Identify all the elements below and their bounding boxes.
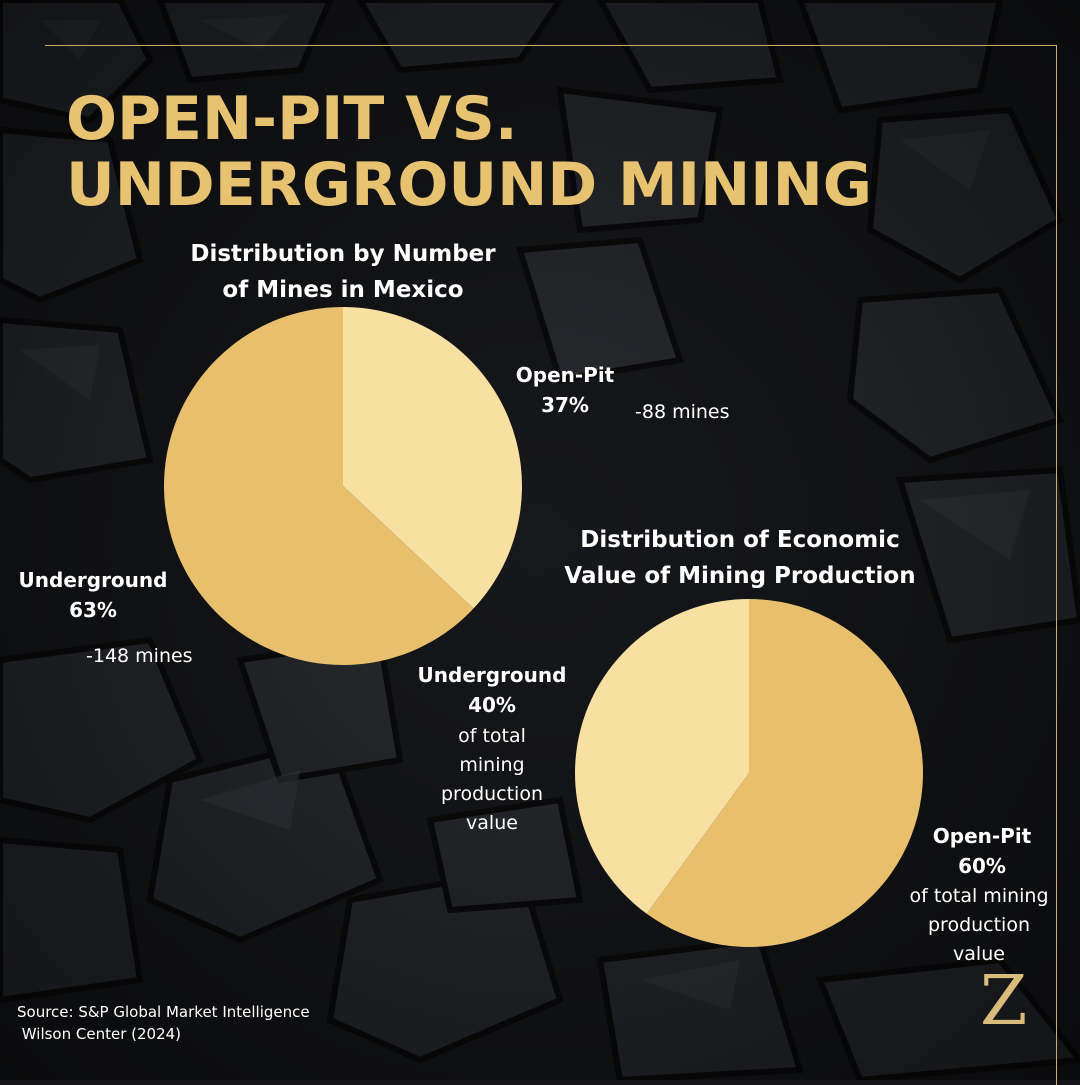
chart-1-pie: [163, 307, 522, 665]
slice-percent: 60%: [958, 854, 1006, 878]
source-note: Source: S&P Global Market Intelligence W…: [17, 1001, 310, 1045]
slice-label: Underground: [417, 663, 567, 687]
chart-1-title: Distribution by Number of Mines in Mexic…: [160, 236, 526, 308]
chart-2-title: Distribution of Economic Value of Mining…: [540, 522, 940, 594]
chart-1-openpit-label: Open-Pit 37%: [500, 360, 630, 420]
page-title: OPEN-PIT VS. UNDERGROUND MINING: [66, 86, 872, 218]
source-line: Source: S&P Global Market Intelligence: [17, 1003, 310, 1021]
source-line: Wilson Center (2024): [17, 1025, 182, 1043]
slice-percent: 40%: [468, 693, 516, 717]
slice-note: -88 mines: [635, 401, 730, 423]
slice-label: Underground: [18, 568, 168, 592]
title-line: OPEN-PIT VS.: [66, 84, 518, 154]
slice-note: production: [927, 914, 1031, 936]
chart-1-title-line: of Mines in Mexico: [222, 277, 464, 303]
slice-note: mining: [459, 754, 525, 776]
pie-slice-open-pit: [343, 307, 522, 609]
slice-note: of total mining: [909, 885, 1049, 907]
slice-percent: 63%: [69, 598, 117, 622]
chart-2-title-line: Value of Mining Production: [564, 563, 916, 589]
gold-frame-border: [45, 45, 1057, 1085]
chart-2-underground-label: Underground 40%: [404, 660, 580, 720]
title-line: UNDERGROUND MINING: [66, 150, 873, 220]
slice-note: value: [953, 943, 1005, 965]
pie-slice-underground: [163, 307, 474, 665]
chart-2-openpit-note: of total mining production value: [893, 882, 1065, 969]
slice-percent: 37%: [541, 393, 589, 417]
slice-label: Open-Pit: [932, 824, 1032, 848]
slice-note: production: [440, 783, 544, 805]
brand-logo: Z: [980, 962, 1028, 1041]
chart-1-underground-note: -148 mines: [86, 642, 193, 671]
chart-1-underground-label: Underground 63%: [5, 565, 181, 625]
chart-2-underground-note: of total mining production value: [425, 722, 559, 838]
slice-label: Open-Pit: [515, 363, 615, 387]
slice-note: value: [466, 812, 518, 834]
chart-2-title-line: Distribution of Economic: [580, 527, 900, 553]
chart-1-openpit-note: -88 mines: [635, 398, 730, 427]
chart-2-openpit-label: Open-Pit 60%: [915, 821, 1049, 881]
slice-note: of total: [458, 725, 526, 747]
slice-note: -148 mines: [86, 645, 193, 667]
chart-1-title-line: Distribution by Number: [190, 241, 496, 267]
chart-2-pie: [575, 599, 923, 947]
pie-slice-open-pit: [646, 599, 923, 947]
pie-slice-underground: [575, 599, 749, 914]
